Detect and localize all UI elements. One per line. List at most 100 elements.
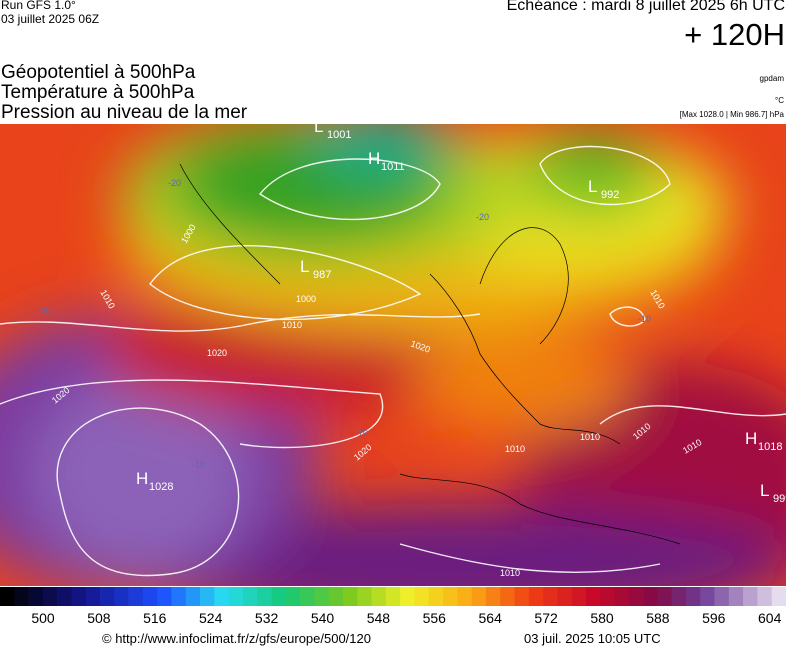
color-swatch <box>85 587 101 606</box>
isobar-label: 1020 <box>207 348 227 358</box>
color-swatch <box>271 587 287 606</box>
color-swatch <box>385 587 401 606</box>
color-swatch <box>757 587 773 606</box>
colorbar-label: 548 <box>367 610 391 626</box>
center-letter: H <box>745 429 757 448</box>
color-swatch <box>14 587 29 606</box>
colorbar-label: 556 <box>423 610 447 626</box>
color-swatch <box>57 587 72 606</box>
temperature-label: -10 <box>638 314 651 324</box>
center-letter: L <box>300 257 309 276</box>
color-swatch <box>185 587 201 606</box>
color-swatch <box>285 587 301 606</box>
color-swatch <box>242 587 258 606</box>
color-swatch <box>371 587 387 606</box>
colorbar-label: 572 <box>534 610 558 626</box>
echeance: Echéance : mardi 8 juillet 2025 6h UTC <box>506 0 785 14</box>
colorbar-label: 508 <box>87 610 111 626</box>
color-swatch <box>300 587 315 606</box>
center-value: 1011 <box>381 161 405 173</box>
color-swatch <box>485 587 501 606</box>
center-value: 987 <box>313 269 331 281</box>
colorbar-label: 532 <box>255 610 279 626</box>
color-swatch <box>700 587 715 606</box>
temperature-label: -20 <box>168 178 181 188</box>
temperature-label: -20 <box>476 212 489 222</box>
color-swatch <box>685 587 701 606</box>
color-swatch <box>628 587 644 606</box>
color-swatch <box>585 587 601 606</box>
center-value: 992 <box>601 189 619 201</box>
color-swatch <box>157 587 172 606</box>
color-swatch <box>743 587 758 606</box>
center-value: 1001 <box>327 129 351 141</box>
color-swatch <box>443 587 458 606</box>
color-swatch <box>228 587 244 606</box>
center-letter: L <box>314 124 323 136</box>
center-value: 999 <box>773 493 786 505</box>
color-swatch <box>328 587 344 606</box>
color-swatch <box>657 587 672 606</box>
colorbar-label: 588 <box>646 610 670 626</box>
map: L1001H1011L987L992H1028H1018L99910001010… <box>0 124 786 586</box>
source-url: © http://www.infoclimat.fr/z/gfs/europe/… <box>102 631 371 646</box>
color-swatch <box>400 587 415 606</box>
color-swatch <box>728 587 744 606</box>
temperature-label: -20 <box>38 306 51 316</box>
color-swatch <box>557 587 572 606</box>
color-swatch <box>71 587 87 606</box>
color-swatch <box>671 587 687 606</box>
isobar-label: 1000 <box>296 294 316 304</box>
color-swatch <box>200 587 215 606</box>
temperature-label: -10 <box>192 460 205 470</box>
color-swatch <box>428 587 444 606</box>
pressure-range: [Max 1028.0 | Min 986.7] hPa <box>679 110 784 119</box>
colorbar-label: 580 <box>590 610 614 626</box>
color-swatch <box>471 587 487 606</box>
colorbar: 500 508 516 524 532 540 548 556 564 572 580 588 596 6… <box>0 587 786 626</box>
timestamp: 03 juil. 2025 10:05 UTC <box>524 631 661 646</box>
legend-title: Température à 500hPa <box>1 82 195 103</box>
isobar-label: 1010 <box>505 444 525 454</box>
colorbar-label: 564 <box>479 610 503 626</box>
color-swatch <box>257 587 272 606</box>
unit-celsius: °C <box>775 96 784 105</box>
center-value: 1018 <box>758 441 782 453</box>
colorbar-label: 516 <box>143 610 167 626</box>
color-swatch <box>457 587 472 606</box>
color-swatch <box>614 587 630 606</box>
color-swatch <box>100 587 115 606</box>
color-swatch <box>714 587 730 606</box>
color-swatch <box>171 587 187 606</box>
color-swatch <box>342 587 358 606</box>
center-letter: H <box>136 469 148 488</box>
color-swatch <box>142 587 158 606</box>
isobar-label: 1010 <box>580 432 600 442</box>
colorbar-label: 524 <box>199 610 223 626</box>
colorbar-label: 500 <box>31 610 55 626</box>
legend-title: Géopotentiel à 500hPa <box>1 62 196 83</box>
color-swatch <box>314 587 329 606</box>
color-swatch <box>28 587 44 606</box>
center-value: 1028 <box>149 481 173 493</box>
color-swatch <box>42 587 58 606</box>
isobar-label: 1010 <box>500 568 520 578</box>
color-swatch <box>0 587 15 606</box>
color-swatch <box>600 587 615 606</box>
lead-time: + 120H <box>684 17 785 52</box>
color-swatch <box>643 587 658 606</box>
color-swatch <box>500 587 515 606</box>
color-swatch <box>214 587 229 606</box>
temperature-label: -10 <box>355 428 368 438</box>
color-swatch <box>414 587 430 606</box>
colorbar-label: 596 <box>702 610 726 626</box>
color-swatch <box>128 587 144 606</box>
run-date: 03 juillet 2025 06Z <box>1 12 100 26</box>
unit-gpdam: gpdam <box>759 74 784 83</box>
colorbar-label: 604 <box>758 610 782 626</box>
color-swatch <box>771 587 786 606</box>
isobar-label: 1010 <box>282 320 302 330</box>
color-swatch <box>543 587 558 606</box>
center-letter: H <box>368 149 380 168</box>
